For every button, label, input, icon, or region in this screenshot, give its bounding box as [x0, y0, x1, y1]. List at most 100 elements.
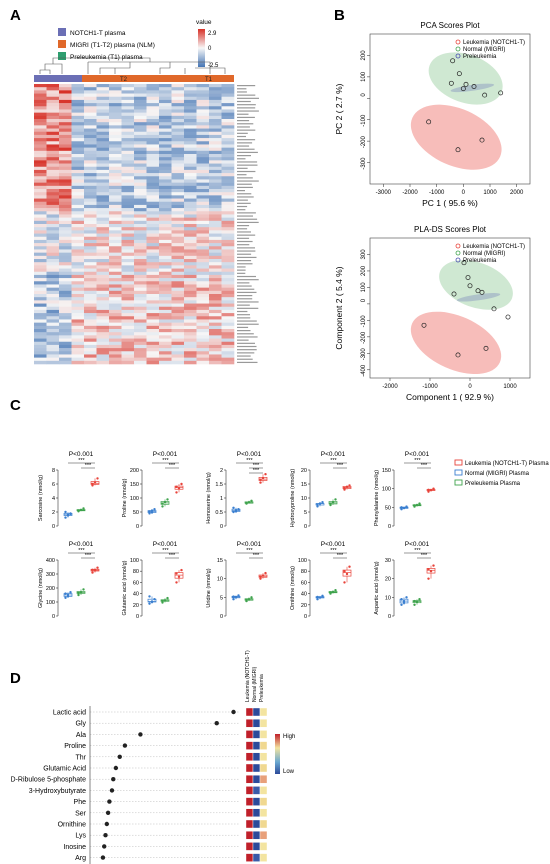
heatmap-cell — [171, 360, 185, 365]
legend-label: Leukemia (NOTCH1-T) — [463, 40, 525, 46]
heatmap-cell — [96, 278, 110, 282]
y-tick-label: 100 — [130, 496, 139, 502]
heatmap-cell — [84, 297, 97, 301]
heatmap-cell — [46, 204, 60, 209]
heatmap-cell — [184, 125, 197, 129]
box-point — [234, 510, 238, 513]
heatmap-cell — [121, 281, 135, 285]
box-point — [66, 513, 70, 516]
heatmap-cell — [59, 84, 72, 88]
row-label-mark — [237, 212, 256, 214]
heatmap-cell — [34, 90, 47, 94]
heatmap-cell — [84, 329, 97, 333]
group-label-t1: T1 — [205, 77, 213, 83]
heatmap-cell — [196, 166, 210, 171]
heatmap-cell — [46, 109, 60, 113]
heatmap-cell — [121, 332, 135, 336]
vip-category-label: Arg — [75, 855, 86, 862]
heatmap-cell — [96, 243, 110, 247]
row-label-mark — [237, 129, 256, 131]
heatmap-cell — [184, 354, 197, 358]
row-label-mark — [237, 135, 246, 138]
heatmap-cell — [59, 192, 72, 196]
heatmap-cell — [184, 348, 197, 352]
heatmap-cell — [221, 163, 235, 168]
box-legend-swatch — [454, 479, 463, 486]
heatmap-cell — [59, 287, 72, 292]
heatmap-cell — [59, 252, 72, 257]
heatmap-cell — [159, 112, 172, 117]
heatmap-cell — [221, 348, 235, 352]
heatmap-cell — [71, 169, 85, 174]
heatmap-cell — [146, 255, 160, 260]
box-y-label: Proline (nmol/g) — [122, 478, 128, 517]
heatmap-cell — [159, 103, 172, 107]
heatmap-cell — [46, 160, 60, 164]
heatmap-cell — [71, 160, 85, 164]
heatmap-cell — [221, 195, 235, 199]
heatmap-cell — [146, 144, 160, 148]
heatmap-cell — [71, 278, 85, 282]
heatmap-cell — [134, 233, 147, 238]
heatmap-cell — [159, 233, 172, 238]
heatmap-cell — [171, 112, 185, 117]
score-point — [482, 92, 488, 98]
p-value-label: P<0.001 — [69, 451, 94, 458]
heatmap-cell — [196, 103, 210, 107]
heatmap-cell — [121, 141, 135, 145]
box-point — [245, 501, 248, 505]
heatmap-cell — [96, 189, 110, 193]
heatmap-cell — [221, 313, 235, 317]
heatmap-cell — [34, 208, 47, 212]
heatmap-cell — [109, 115, 122, 120]
heatmap-cell — [71, 96, 85, 101]
heatmap-cell — [59, 125, 72, 129]
heatmap-cell — [59, 335, 72, 339]
plot-title: PCA Scores Plot — [420, 21, 480, 30]
heatmap-cell — [121, 119, 135, 123]
heatmap-cell — [109, 166, 122, 171]
row-label-mark — [237, 323, 259, 325]
heatmap-cell — [159, 294, 172, 298]
heatmap-cell — [59, 246, 72, 250]
heatmap-cell — [146, 268, 160, 273]
y-tick-label: 100 — [46, 600, 55, 606]
vip-heat-cell — [259, 786, 268, 795]
heatmap-cell — [96, 112, 110, 117]
vip-category-label: Gly — [76, 721, 87, 728]
box-point — [69, 512, 72, 515]
heatmap-cell — [209, 265, 222, 269]
heatmap-cell — [59, 227, 72, 231]
heatmap-cell — [121, 243, 135, 247]
heatmap-cell — [159, 284, 172, 288]
heatmap-cell — [34, 287, 47, 292]
heatmap-cell — [134, 300, 147, 304]
box-point — [234, 596, 238, 599]
heatmap-cell — [146, 217, 160, 222]
box-point — [316, 595, 319, 599]
box-point — [413, 599, 416, 603]
heatmap-cell — [84, 112, 97, 117]
vip-heat-column-label: Preleukemia — [259, 674, 265, 702]
heatmap-cell — [59, 341, 72, 346]
heatmap-cell — [221, 204, 235, 209]
heatmap-cell — [221, 157, 235, 161]
heatmap-cell — [146, 252, 160, 257]
heatmap-cell — [96, 294, 110, 298]
heatmap-cell — [159, 211, 172, 215]
heatmap-cell — [59, 300, 72, 304]
heatmap-cell — [121, 169, 135, 174]
box-y-label: Phenylalanine (nmol/g) — [374, 470, 380, 526]
heatmap-cell — [71, 87, 85, 91]
heatmap-cell — [184, 119, 197, 123]
heatmap-cell — [59, 351, 72, 355]
heatmap-cell — [221, 227, 235, 231]
row-label-mark — [237, 202, 251, 204]
heatmap-cell — [209, 99, 222, 104]
heatmap-cell — [171, 313, 185, 317]
heatmap-cell — [221, 281, 235, 285]
heatmap-cell — [46, 284, 60, 288]
heatmap-cell — [184, 138, 197, 142]
row-label-mark — [237, 126, 250, 128]
heatmap-cell — [171, 239, 185, 244]
